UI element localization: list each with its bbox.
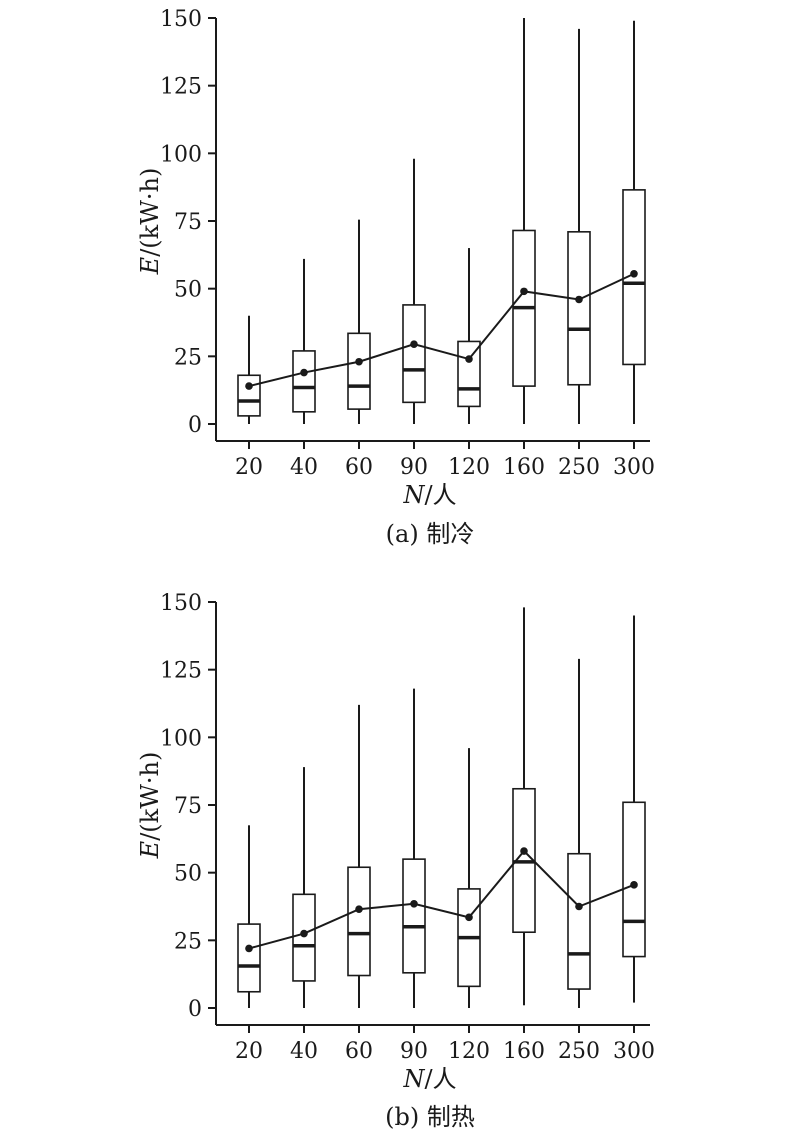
y-tick-label: 100	[160, 142, 202, 167]
mean-point	[465, 913, 473, 922]
y-tick-label: 75	[174, 210, 202, 235]
box-iqr	[622, 801, 646, 958]
mean-point	[355, 357, 363, 366]
y-tick-label: 150	[160, 591, 202, 616]
x-axis-title: N/人	[402, 1065, 456, 1093]
chart-panel-1: 0 25 50 75 100 125 150 20 40 60 90 120 160 250 300 E/(k…	[136, 7, 655, 548]
mean-line	[248, 272, 635, 388]
x-tick-label: 20	[235, 1039, 263, 1064]
box-iqr	[402, 304, 426, 404]
box-iqr	[567, 231, 591, 386]
y-axis-title: E/(kW·h)	[136, 752, 164, 860]
mean-point	[300, 929, 308, 938]
y-tick-label: 100	[160, 726, 202, 751]
chart-caption: (a) 制冷	[386, 520, 475, 548]
mean-point	[410, 899, 418, 908]
box-120	[457, 748, 481, 1008]
box-120	[457, 248, 481, 424]
box-90	[402, 158, 426, 424]
y-tick-label: 25	[174, 345, 202, 370]
y-tick-label: 0	[188, 997, 202, 1022]
y-tick-label: 125	[160, 659, 202, 684]
box-250	[567, 28, 591, 424]
x-tick-label: 40	[290, 1039, 318, 1064]
mean-point	[630, 881, 638, 889]
box-iqr	[567, 852, 591, 990]
box-iqr	[237, 923, 261, 993]
mean-point	[575, 902, 583, 911]
mean-point	[520, 287, 528, 296]
x-tick-label: 90	[400, 455, 428, 480]
y-tick-label: 125	[160, 75, 202, 100]
mean-point	[520, 847, 528, 855]
mean-point	[245, 944, 253, 953]
y-axis-title: E/(kW·h)	[136, 168, 164, 276]
x-tick-label: 40	[290, 455, 318, 480]
x-tick-label: 120	[448, 455, 490, 480]
x-tick-label: 250	[558, 455, 600, 480]
mean-point	[575, 295, 583, 304]
mean-point	[245, 382, 253, 390]
box-60	[347, 704, 371, 1008]
box-90	[402, 688, 426, 1008]
box-300	[622, 615, 646, 1003]
box-160	[512, 18, 536, 424]
x-tick-label: 250	[558, 1039, 600, 1064]
box-iqr	[292, 893, 316, 982]
y-tick-label: 50	[174, 862, 202, 887]
box-60	[347, 219, 371, 424]
y-tick-label: 75	[174, 794, 202, 819]
box-iqr	[292, 350, 316, 413]
x-tick-label: 60	[345, 1039, 373, 1064]
box-iqr	[457, 340, 481, 408]
box-iqr	[402, 858, 426, 974]
mean-point	[300, 368, 308, 377]
box-40	[292, 258, 316, 424]
box-160	[512, 607, 536, 1006]
box-iqr	[347, 866, 371, 977]
box-iqr	[237, 374, 261, 417]
x-tick-label: 300	[613, 1039, 655, 1064]
x-tick-label: 20	[235, 455, 263, 480]
y-tick-label: 50	[174, 278, 202, 303]
x-tick-label: 160	[503, 1039, 545, 1064]
chart-caption: (b) 制热	[385, 1103, 475, 1131]
mean-point	[465, 355, 473, 363]
x-tick-label: 120	[448, 1039, 490, 1064]
box-300	[622, 20, 646, 424]
y-tick-label: 25	[174, 929, 202, 954]
x-tick-label: 90	[400, 1039, 428, 1064]
y-tick-label: 0	[188, 413, 202, 438]
x-tick-label: 160	[503, 455, 545, 480]
y-tick-label: 150	[160, 7, 202, 32]
mean-point	[630, 269, 638, 278]
x-axis-title: N/人	[402, 481, 456, 509]
box-iqr	[347, 332, 371, 410]
mean-point	[355, 905, 363, 914]
mean-line	[248, 849, 635, 950]
mean-point	[410, 340, 418, 348]
x-tick-label: 300	[613, 455, 655, 480]
box-40	[292, 767, 316, 1008]
box-20	[237, 315, 261, 424]
chart-panel-2: 0 25 50 75 100 125 150 20 40 60 90 120 160 250 300 E/(k…	[136, 591, 655, 1131]
x-tick-label: 60	[345, 455, 373, 480]
box-20	[237, 825, 261, 1008]
box-250	[567, 658, 591, 1008]
